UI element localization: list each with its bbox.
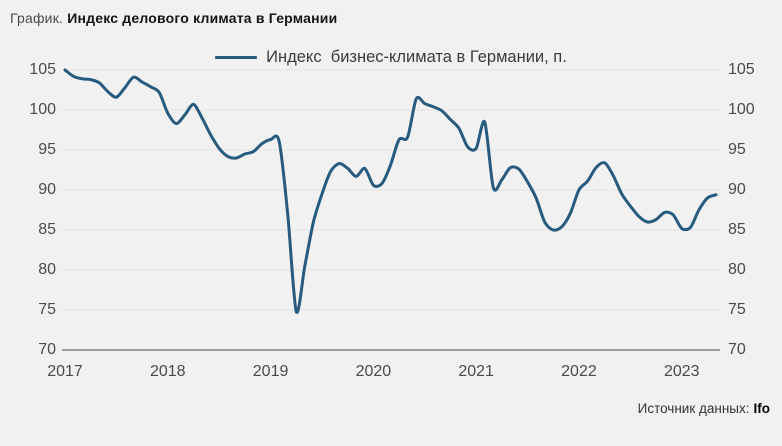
x-axis-label: 2020 [355, 363, 392, 380]
chart-title-main: Индекс делового климата в Германии [67, 10, 338, 26]
legend: Индекс бизнес-климата в Германии, п. [0, 46, 782, 68]
y-axis-label-right: 75 [728, 301, 746, 318]
x-axis-label: 2017 [47, 363, 83, 380]
y-axis-label-left: 85 [38, 221, 56, 238]
x-axis-label: 2021 [458, 363, 494, 380]
y-axis-label-right: 90 [728, 181, 746, 198]
y-axis-label-left: 75 [38, 301, 56, 318]
x-axis-label: 2022 [561, 363, 597, 380]
legend-label: Индекс бизнес-климата в Германии, п. [266, 47, 567, 66]
y-axis-label-left: 105 [29, 61, 56, 78]
y-axis-label-right: 100 [728, 101, 755, 118]
y-axis-label-right: 70 [728, 341, 746, 358]
source-prefix: Источник данных: [637, 401, 750, 416]
y-axis-label-left: 70 [38, 341, 56, 358]
y-axis-label-right: 105 [728, 61, 755, 78]
y-axis-label-right: 80 [728, 261, 746, 278]
x-axis-label: 2018 [149, 363, 186, 380]
y-axis-label-right: 95 [728, 141, 746, 158]
legend-line-swatch [215, 55, 258, 59]
y-axis-label-left: 100 [29, 101, 56, 118]
y-axis-label-right: 85 [728, 221, 746, 238]
chart-title: График. Индекс делового климата в Герман… [10, 9, 337, 27]
y-axis-label-left: 80 [38, 261, 56, 278]
x-axis-label: 2019 [252, 363, 289, 380]
y-axis-label-left: 95 [38, 141, 56, 158]
series-line [63, 68, 718, 314]
y-axis-label-left: 90 [38, 181, 56, 198]
chart-title-prefix: График. [10, 10, 64, 26]
source-value: Ifo [753, 401, 771, 416]
source-note: Источник данных: Ifo [638, 401, 770, 416]
x-axis-label: 2023 [663, 363, 700, 380]
